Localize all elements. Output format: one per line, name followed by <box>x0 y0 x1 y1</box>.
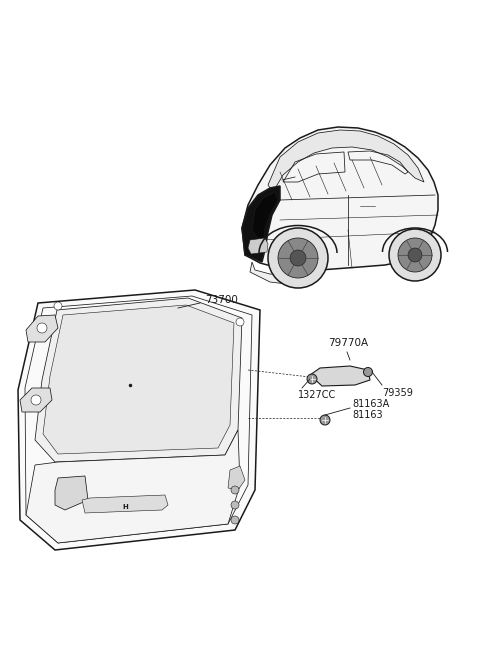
Circle shape <box>231 486 239 494</box>
Text: 79770A: 79770A <box>328 338 368 348</box>
Text: H: H <box>122 504 128 510</box>
Polygon shape <box>55 476 88 510</box>
Circle shape <box>31 395 41 405</box>
Circle shape <box>54 302 62 310</box>
Text: 81163: 81163 <box>352 410 383 420</box>
Polygon shape <box>242 186 280 262</box>
Polygon shape <box>20 388 52 412</box>
Circle shape <box>231 516 239 524</box>
Polygon shape <box>26 430 240 543</box>
Polygon shape <box>248 238 268 254</box>
Circle shape <box>37 323 47 333</box>
Circle shape <box>408 248 422 262</box>
Circle shape <box>307 374 317 384</box>
Circle shape <box>236 318 244 326</box>
Polygon shape <box>35 298 242 462</box>
Circle shape <box>268 228 328 288</box>
Polygon shape <box>43 305 234 454</box>
Circle shape <box>290 250 306 266</box>
Polygon shape <box>228 466 245 490</box>
Text: 73700: 73700 <box>205 295 238 305</box>
Circle shape <box>320 415 330 425</box>
Polygon shape <box>18 290 260 550</box>
Polygon shape <box>252 192 278 246</box>
Circle shape <box>231 501 239 509</box>
Polygon shape <box>82 495 168 513</box>
Text: 1327CC: 1327CC <box>298 390 336 400</box>
Polygon shape <box>268 130 424 192</box>
Circle shape <box>278 238 318 278</box>
Circle shape <box>363 367 372 377</box>
Text: 81163A: 81163A <box>352 399 389 409</box>
Polygon shape <box>242 127 438 270</box>
Polygon shape <box>310 366 370 386</box>
Circle shape <box>398 238 432 272</box>
Polygon shape <box>26 315 58 342</box>
Text: 79359: 79359 <box>382 388 413 398</box>
Polygon shape <box>250 262 320 285</box>
Circle shape <box>389 229 441 281</box>
